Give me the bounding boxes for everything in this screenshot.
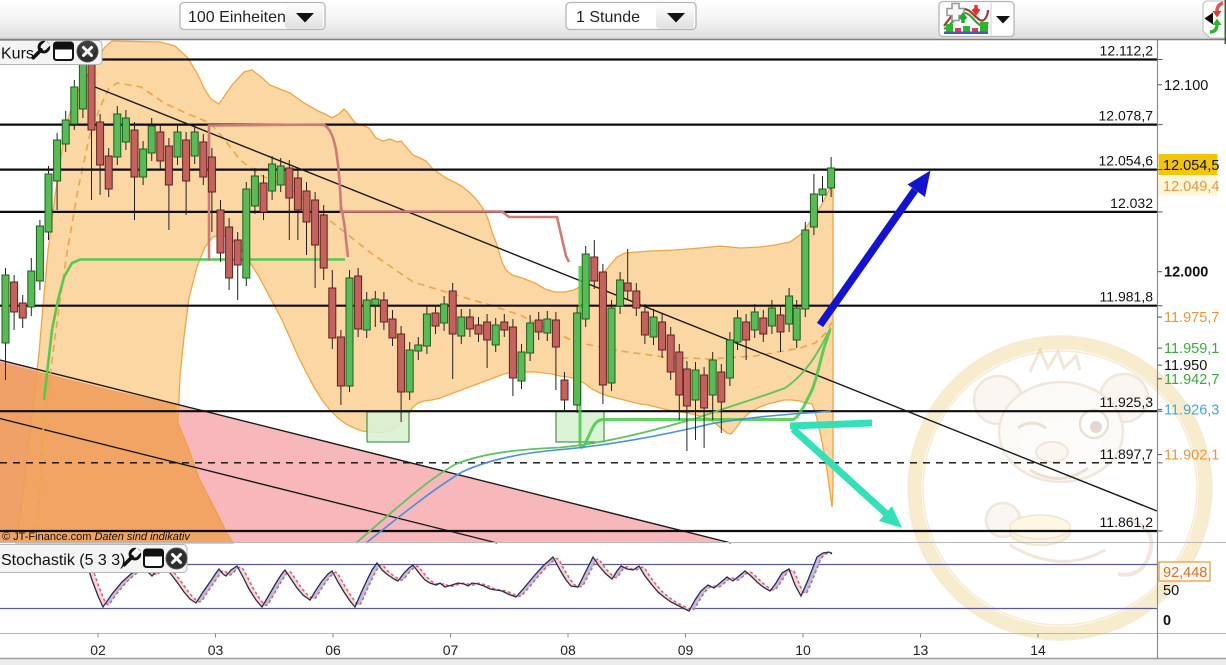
svg-text:12.054,5: 12.054,5 xyxy=(1163,158,1219,174)
svg-text:12.078,7: 12.078,7 xyxy=(1099,108,1154,124)
svg-text:0: 0 xyxy=(1163,613,1171,629)
svg-text:11.925,3: 11.925,3 xyxy=(1100,394,1154,410)
svg-text:11.950: 11.950 xyxy=(1164,358,1207,374)
svg-text:11.902,1: 11.902,1 xyxy=(1164,448,1219,464)
svg-text:12.054,6: 12.054,6 xyxy=(1099,153,1154,169)
svg-text:© JT-Finance.com Daten sind i: © JT-Finance.com Daten sind indikativ xyxy=(2,531,191,543)
svg-text:Kurs: Kurs xyxy=(1,46,34,63)
svg-text:06: 06 xyxy=(325,642,341,658)
svg-text:11.942,7: 11.942,7 xyxy=(1164,372,1219,388)
svg-text:12.112,2: 12.112,2 xyxy=(1100,43,1154,59)
svg-text:12.000: 12.000 xyxy=(1164,265,1208,281)
svg-text:11.959,1: 11.959,1 xyxy=(1164,341,1219,357)
svg-text:09: 09 xyxy=(678,642,694,658)
svg-text:13: 13 xyxy=(913,642,929,658)
svg-text:11.861,2: 11.861,2 xyxy=(1100,514,1154,530)
svg-text:08: 08 xyxy=(560,642,576,658)
svg-text:92,448: 92,448 xyxy=(1163,565,1207,581)
svg-text:14: 14 xyxy=(1030,642,1046,658)
svg-text:10: 10 xyxy=(795,642,811,658)
svg-text:11.975,7: 11.975,7 xyxy=(1164,310,1219,326)
svg-text:12.032: 12.032 xyxy=(1110,195,1153,211)
svg-text:12.049,4: 12.049,4 xyxy=(1163,179,1219,195)
svg-text:1 Stunde: 1 Stunde xyxy=(576,9,640,26)
svg-text:03: 03 xyxy=(208,642,224,658)
svg-text:50: 50 xyxy=(1163,583,1179,599)
svg-text:11.926,3: 11.926,3 xyxy=(1164,402,1219,418)
svg-text:11.897,7: 11.897,7 xyxy=(1100,446,1154,462)
svg-text:11.981,8: 11.981,8 xyxy=(1100,289,1154,305)
svg-text:Stochastik (5 3 3): Stochastik (5 3 3) xyxy=(1,552,126,569)
svg-text:07: 07 xyxy=(443,642,459,658)
svg-text:12.100: 12.100 xyxy=(1164,78,1208,94)
svg-text:02: 02 xyxy=(90,642,106,658)
svg-text:100 Einheiten: 100 Einheiten xyxy=(188,9,286,26)
